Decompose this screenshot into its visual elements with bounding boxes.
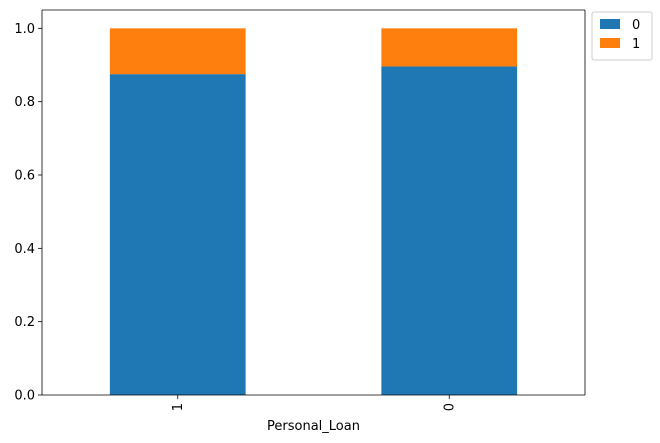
y-tick-label: 0.0 [14,389,35,404]
x-tick-label: 1 [171,403,186,411]
y-tick-label: 0.2 [14,315,35,330]
y-tick-label: 0.8 [14,95,35,110]
legend-swatch-1 [600,38,620,48]
y-tick-label: 0.4 [14,242,35,257]
legend-label-1: 1 [632,37,640,52]
legend: 01 [591,11,653,61]
bar-0-series-0 [381,66,518,395]
bar-1-series-1 [109,28,246,75]
y-tick-label: 0.6 [14,169,35,184]
legend-swatch-0 [600,19,620,29]
axes [41,9,586,396]
bar-1-series-0 [109,74,246,396]
legend-label-0: 0 [632,18,640,33]
bars [109,28,518,396]
bar-0-series-1 [381,28,518,67]
x-tick-label: 0 [442,403,457,411]
ticks: 0.0 0.2 0.4 0.6 0.8 1.0 1 0 [14,22,457,411]
y-tick-label: 1.0 [14,22,35,37]
x-axis-label: Personal_Loan [267,419,360,434]
